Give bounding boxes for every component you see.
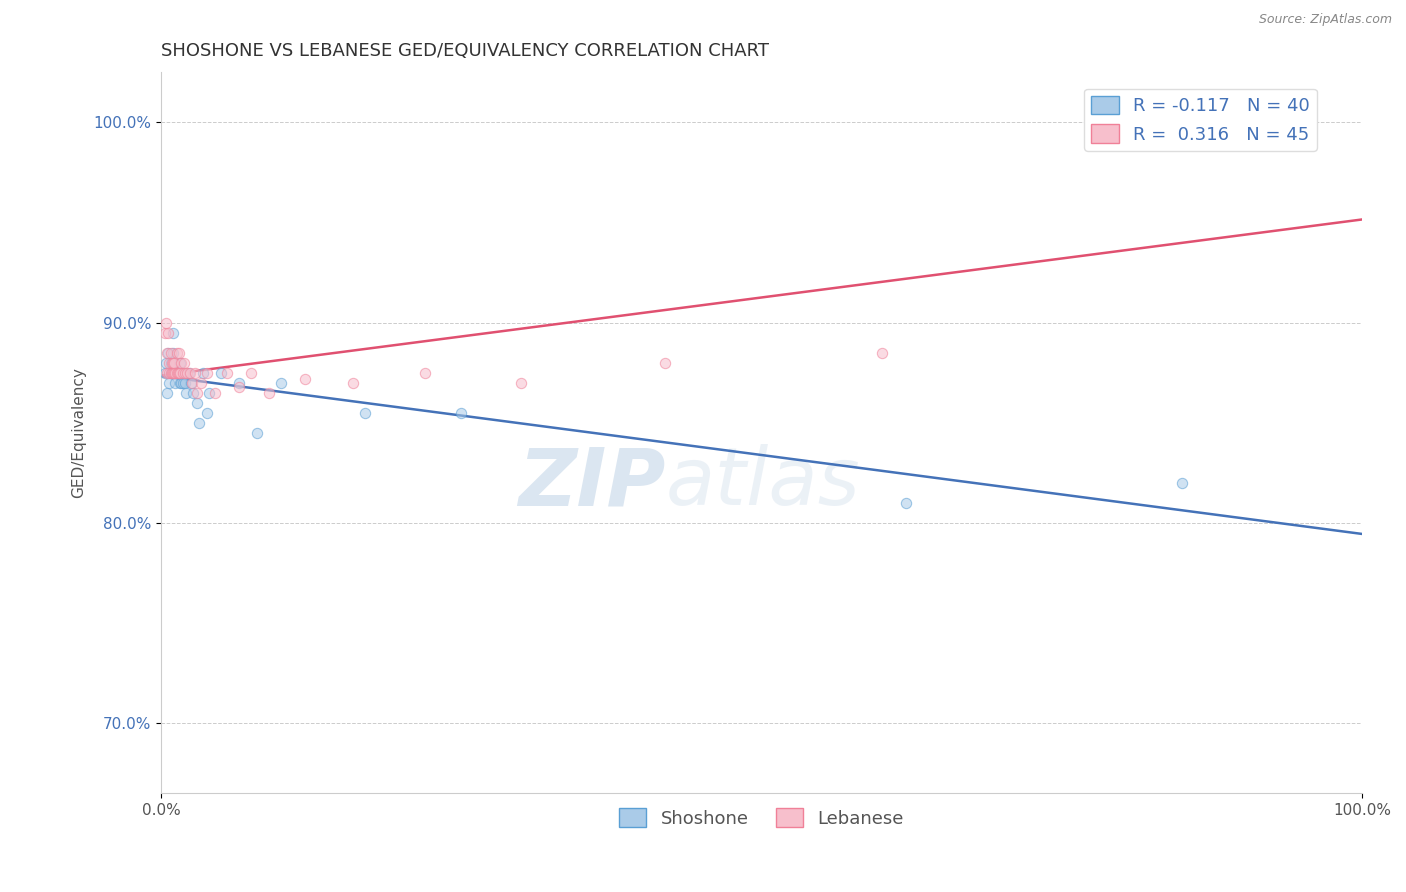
Point	[157, 356, 180, 370]
Point	[215, 366, 238, 380]
Point	[413, 366, 436, 380]
Point	[166, 366, 188, 380]
Point	[1171, 475, 1194, 490]
Point	[180, 376, 202, 390]
Point	[159, 356, 181, 370]
Point	[172, 366, 194, 380]
Point	[156, 385, 179, 400]
Point	[183, 366, 205, 380]
Point	[654, 356, 676, 370]
Point	[157, 345, 180, 359]
Text: Source: ZipAtlas.com: Source: ZipAtlas.com	[1258, 13, 1392, 27]
Point	[153, 326, 176, 340]
Point	[159, 345, 181, 359]
Point	[167, 345, 190, 359]
Point	[157, 376, 180, 390]
Point	[209, 366, 232, 380]
Point	[174, 385, 197, 400]
Point	[195, 406, 218, 420]
Point	[204, 385, 226, 400]
Point	[166, 366, 188, 380]
Point	[270, 376, 292, 390]
Point	[173, 366, 195, 380]
Y-axis label: GED/Equivalency: GED/Equivalency	[72, 368, 86, 499]
Point	[228, 380, 250, 394]
Point	[183, 385, 205, 400]
Text: ZIP: ZIP	[517, 444, 665, 523]
Point	[155, 356, 177, 370]
Point	[159, 366, 181, 380]
Point	[450, 406, 472, 420]
Legend: Shoshone, Lebanese: Shoshone, Lebanese	[612, 801, 911, 835]
Point	[181, 376, 204, 390]
Point	[156, 345, 179, 359]
Point	[163, 356, 186, 370]
Point	[162, 326, 184, 340]
Point	[162, 345, 184, 359]
Point	[894, 496, 917, 510]
Point	[172, 376, 194, 390]
Point	[176, 366, 198, 380]
Point	[160, 356, 183, 370]
Point	[169, 376, 191, 390]
Point	[174, 366, 197, 380]
Point	[240, 366, 263, 380]
Point	[195, 366, 218, 380]
Point	[246, 425, 269, 440]
Point	[160, 366, 183, 380]
Point	[157, 326, 180, 340]
Point	[165, 366, 187, 380]
Point	[167, 366, 190, 380]
Point	[166, 366, 188, 380]
Point	[169, 356, 191, 370]
Point	[166, 366, 188, 380]
Point	[173, 356, 195, 370]
Point	[190, 376, 212, 390]
Point	[198, 385, 221, 400]
Point	[186, 385, 208, 400]
Point	[165, 366, 187, 380]
Point	[159, 366, 181, 380]
Text: SHOSHONE VS LEBANESE GED/EQUIVALENCY CORRELATION CHART: SHOSHONE VS LEBANESE GED/EQUIVALENCY COR…	[160, 42, 769, 60]
Point	[294, 372, 316, 386]
Point	[510, 376, 533, 390]
Point	[160, 366, 183, 380]
Point	[188, 416, 211, 430]
Point	[870, 345, 893, 359]
Point	[177, 366, 200, 380]
Point	[157, 366, 180, 380]
Point	[170, 356, 193, 370]
Point	[228, 376, 250, 390]
Point	[163, 366, 186, 380]
Point	[165, 376, 187, 390]
Point	[172, 366, 194, 380]
Point	[186, 396, 208, 410]
Point	[354, 406, 377, 420]
Text: atlas: atlas	[665, 444, 860, 523]
Point	[257, 385, 280, 400]
Point	[169, 366, 191, 380]
Point	[153, 366, 176, 380]
Point	[191, 366, 214, 380]
Point	[170, 376, 193, 390]
Point	[167, 366, 190, 380]
Point	[156, 366, 179, 380]
Point	[162, 366, 184, 380]
Point	[179, 366, 201, 380]
Point	[155, 316, 177, 330]
Point	[166, 345, 188, 359]
Point	[162, 356, 184, 370]
Point	[163, 366, 186, 380]
Point	[1230, 115, 1253, 129]
Point	[342, 376, 364, 390]
Point	[174, 376, 197, 390]
